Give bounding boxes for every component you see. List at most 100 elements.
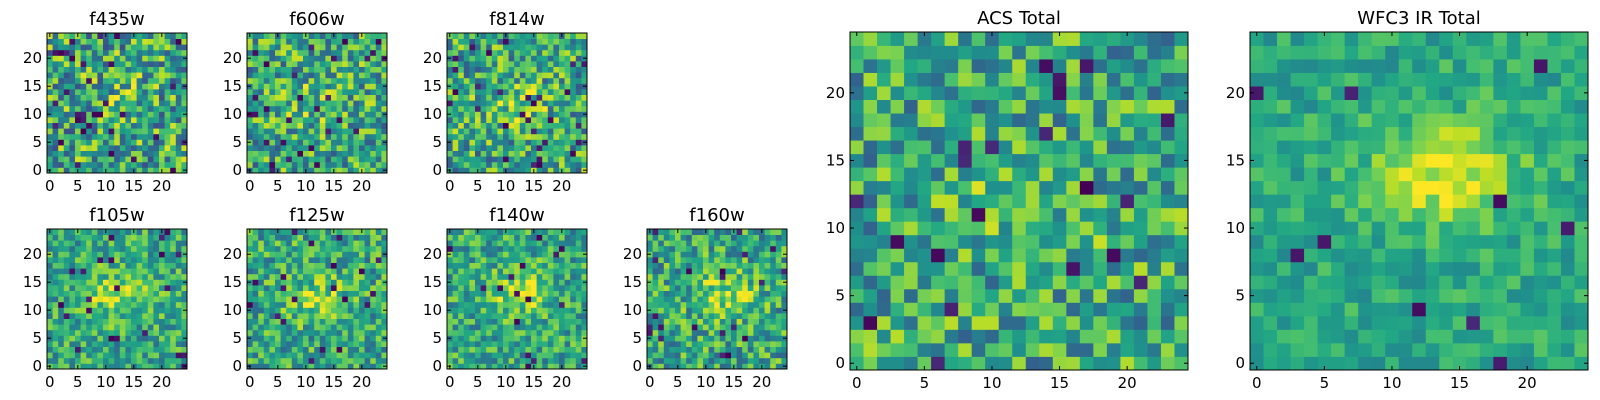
heatmap-cell — [514, 234, 521, 241]
heatmap-cell — [136, 55, 143, 62]
heatmap-cell — [770, 341, 777, 347]
heatmap-cell — [764, 352, 771, 359]
heatmap-cell — [691, 268, 698, 275]
heatmap-cell — [508, 262, 515, 269]
heatmap-cell — [181, 122, 188, 129]
heatmap-cell — [58, 313, 65, 319]
y-tick-label: 5 — [232, 329, 242, 347]
heatmap-cell — [258, 296, 265, 303]
heatmap-cell — [370, 268, 377, 275]
heatmap-cell — [547, 285, 554, 291]
heatmap-cell — [503, 117, 509, 123]
heatmap-cell — [725, 290, 732, 297]
heatmap-cell — [686, 234, 693, 241]
heatmap-cell — [252, 89, 259, 95]
heatmap-cell — [1093, 342, 1108, 357]
heatmap-cell — [581, 117, 588, 123]
heatmap-cell — [114, 335, 121, 342]
heatmap-cell — [153, 240, 160, 247]
heatmap-cell — [69, 66, 76, 73]
heatmap-cell — [658, 240, 665, 247]
heatmap-cell — [531, 307, 537, 314]
heatmap-cell — [747, 245, 754, 252]
heatmap-cell — [480, 161, 487, 168]
heatmap-cell — [375, 262, 382, 269]
heatmap-cell — [353, 363, 360, 370]
y-tick-label: 0 — [632, 357, 642, 375]
heatmap-cell — [319, 234, 326, 241]
heatmap-cell — [519, 285, 526, 291]
heatmap-cell — [153, 94, 160, 101]
heatmap-cell — [164, 234, 171, 241]
heatmap-cell — [69, 324, 76, 331]
heatmap-cell — [97, 167, 104, 174]
heatmap-cell — [91, 49, 98, 56]
heatmap-cell — [314, 346, 321, 353]
heatmap-cell — [147, 111, 154, 118]
heatmap-cell — [503, 44, 509, 51]
heatmap-cell — [125, 38, 132, 45]
heatmap-cell — [553, 257, 560, 263]
heatmap-cell — [52, 156, 59, 163]
heatmap-cell — [725, 363, 732, 370]
heatmap-cell — [1160, 356, 1175, 371]
heatmap-cell — [325, 279, 332, 286]
heatmap-cell — [303, 251, 309, 258]
heatmap-cell — [564, 251, 571, 258]
heatmap-cell — [331, 279, 337, 286]
heatmap-cell — [86, 44, 93, 51]
heatmap-cell — [503, 77, 509, 84]
heatmap-cell — [108, 49, 115, 56]
heatmap-cell — [319, 105, 326, 112]
heatmap-cell — [452, 357, 459, 364]
heatmap-cell — [469, 89, 476, 95]
heatmap-cell — [475, 38, 481, 45]
heatmap-cell — [147, 335, 154, 342]
heatmap-cell — [508, 234, 515, 241]
heatmap-cell — [475, 128, 481, 135]
heatmap-cell — [452, 83, 459, 90]
heatmap-cell — [669, 268, 676, 275]
heatmap-cell — [486, 72, 493, 79]
heatmap-cell — [547, 240, 554, 247]
heatmap-cell — [359, 318, 365, 325]
heatmap-cell — [508, 156, 515, 163]
heatmap-cell — [291, 55, 298, 62]
heatmap-cell — [503, 313, 509, 319]
heatmap-cell — [703, 335, 709, 342]
heatmap-cell — [575, 156, 582, 163]
heatmap-cell — [286, 89, 293, 95]
heatmap-cell — [958, 167, 973, 182]
heatmap-cell — [714, 335, 721, 342]
heatmap-cell — [850, 194, 864, 209]
heatmap-cell — [153, 77, 160, 84]
heatmap-cell — [753, 324, 760, 331]
heatmap-cell — [486, 341, 493, 347]
heatmap-cell — [325, 66, 332, 73]
heatmap-cell — [331, 240, 337, 247]
heatmap-cell — [108, 335, 115, 342]
heatmap-cell — [525, 33, 532, 39]
heatmap-cell — [525, 61, 532, 67]
heatmap-cell — [286, 49, 293, 56]
heatmap-cell — [331, 139, 337, 146]
heatmap-cell — [890, 153, 905, 168]
heatmap-cell — [364, 346, 371, 353]
heatmap-cell — [258, 268, 265, 275]
heatmap-cell — [469, 240, 476, 247]
heatmap-cell — [364, 363, 371, 370]
heatmap-cell — [714, 268, 721, 275]
heatmap-cell — [370, 251, 377, 258]
heatmap-cell — [103, 111, 109, 118]
heatmap-cell — [63, 145, 70, 151]
heatmap-cell — [958, 234, 973, 249]
heatmap-cell — [775, 313, 782, 319]
heatmap-cell — [97, 55, 104, 62]
heatmap-cell — [263, 335, 270, 342]
heatmap-cell — [364, 335, 371, 342]
heatmap-cell — [375, 329, 382, 336]
heatmap-cell — [159, 245, 165, 252]
heatmap-cell — [114, 257, 121, 263]
heatmap-cell — [486, 240, 493, 247]
heatmap-cell — [1025, 180, 1040, 195]
